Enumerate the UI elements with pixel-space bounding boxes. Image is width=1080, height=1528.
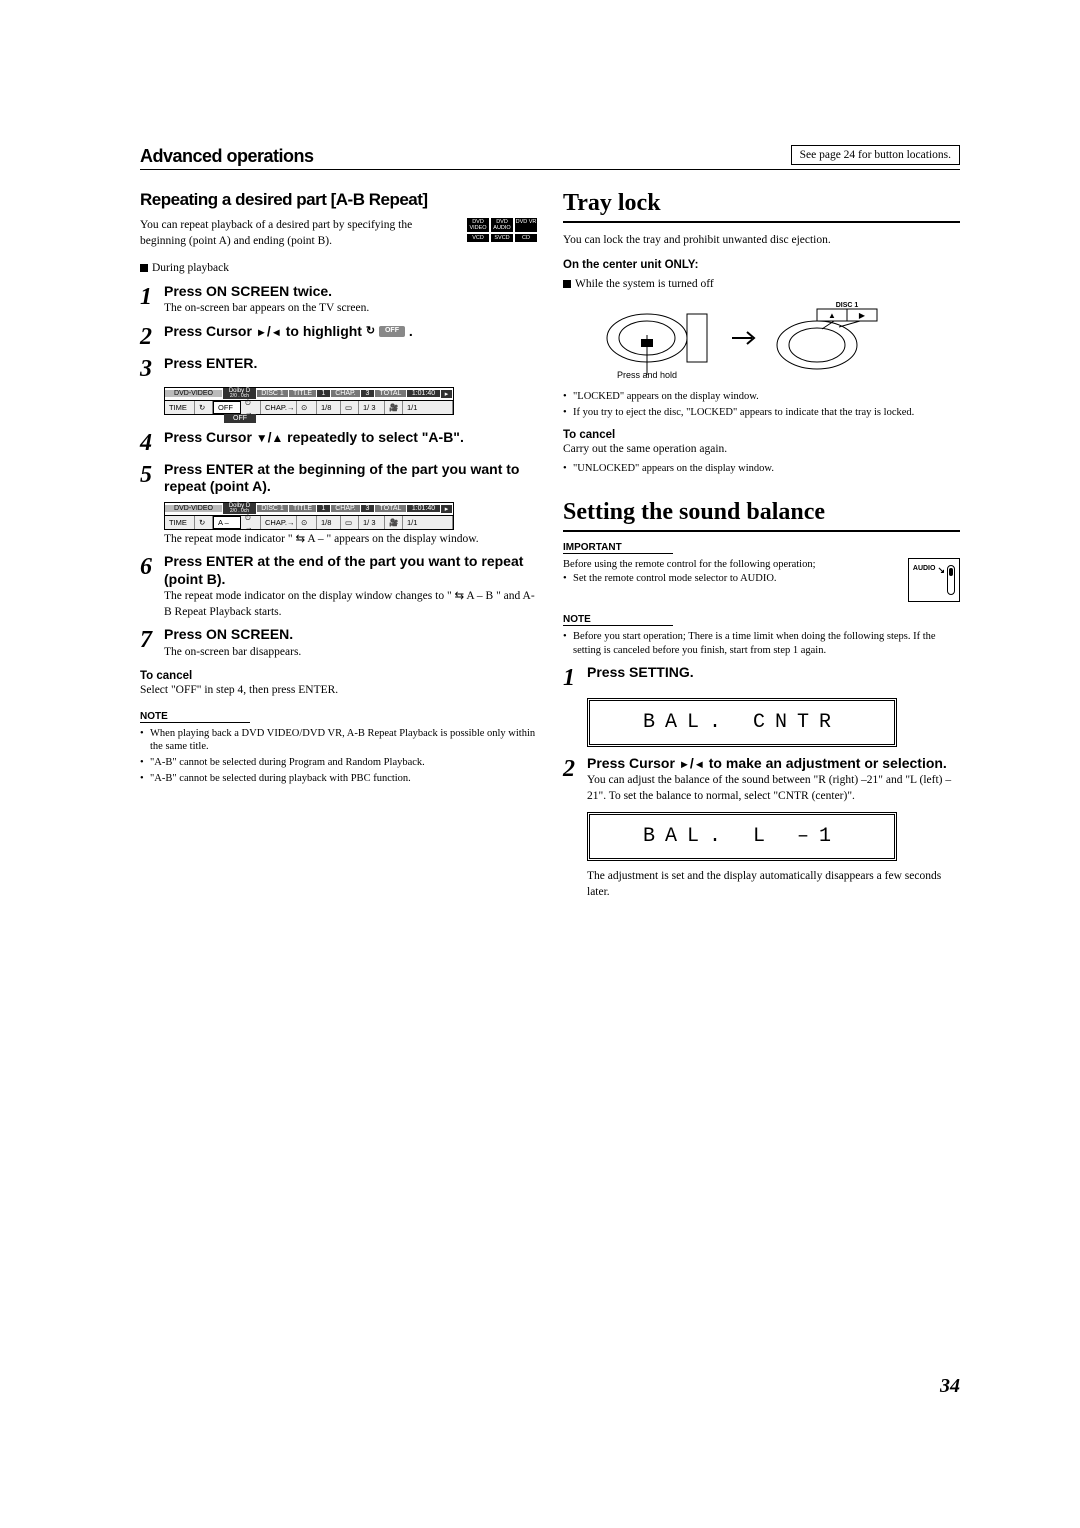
sound-step-1-head: Press SETTING. <box>587 664 960 682</box>
tray-cancel-heading: To cancel <box>563 429 960 441</box>
badge-dvd-video: DVD VIDEO <box>467 218 489 232</box>
step-7: 7 Press ON SCREEN. The on-screen bar dis… <box>140 626 537 660</box>
svg-text:Press and hold: Press and hold <box>616 370 676 380</box>
step-number: 5 <box>140 463 164 487</box>
note-list: When playing back a DVD VIDEO/DVD VR, A-… <box>140 727 537 786</box>
badge-svcd: SVCD <box>491 234 513 242</box>
sound-step-2: 2 Press Cursor / to make an adjustment o… <box>563 755 960 805</box>
ab-repeat-intro: You can repeat playback of a desired par… <box>140 218 459 249</box>
while-off: While the system is turned off <box>563 277 960 293</box>
step-number: 1 <box>140 285 164 309</box>
step-2: 2 Press Cursor / to highlight OFF . <box>140 323 537 349</box>
step-3: 3 Press ENTER. <box>140 355 537 381</box>
step-2-head: Press Cursor / to highlight OFF . <box>164 323 537 341</box>
sound-step-2-sub: You can adjust the balance of the sound … <box>587 773 960 804</box>
step-6: 6 Press ENTER at the end of the part you… <box>140 553 537 620</box>
left-column: Repeating a desired part [A-B Repeat] Yo… <box>140 190 537 900</box>
step-5: 5 Press ENTER at the beginning of the pa… <box>140 461 537 496</box>
important-bullet: Set the remote control mode selector to … <box>563 572 900 586</box>
tray-bullet: If you try to eject the disc, "LOCKED" a… <box>563 406 960 420</box>
svg-text:▲: ▲ <box>828 311 836 320</box>
audio-mode-switch: AUDIO↘ <box>908 558 960 602</box>
tray-lock-intro: You can lock the tray and prohibit unwan… <box>563 233 960 249</box>
lcd-display-1: BAL. CNTR <box>587 698 897 747</box>
svg-text:DISC 1: DISC 1 <box>835 302 858 309</box>
badge-cd: CD <box>515 234 537 242</box>
tray-lock-title: Tray lock <box>563 190 960 223</box>
badge-dvd-audio: DVD AUDIO <box>491 218 513 232</box>
note-item: When playing back a DVD VIDEO/DVD VR, A-… <box>140 727 537 754</box>
note-heading: NOTE <box>140 711 250 723</box>
step-1: 1 Press ON SCREEN twice. The on-screen b… <box>140 283 537 317</box>
unit-diagram: Press and hold DISC 1 ▲ ▶ <box>563 300 960 380</box>
step-3-head: Press ENTER. <box>164 355 537 373</box>
center-unit-only: On the center unit ONLY: <box>563 259 960 271</box>
important-text: Before using the remote control for the … <box>563 558 900 572</box>
svg-text:▶: ▶ <box>858 311 865 320</box>
step-4-head: Press Cursor / repeatedly to select "A-B… <box>164 429 537 447</box>
tray-bullet: "LOCKED" appears on the display window. <box>563 390 960 404</box>
step-number: 4 <box>140 431 164 455</box>
osd-bar-1: DVD-VIDEO Dolby D 2/0 . 0ch DISC 1 TITLE… <box>164 387 537 423</box>
step-5-head: Press ENTER at the beginning of the part… <box>164 461 537 496</box>
tray-cancel-text: Carry out the same operation again. <box>563 442 960 458</box>
step-number: 6 <box>140 555 164 579</box>
to-cancel-heading: To cancel <box>140 670 537 682</box>
tray-cancel-bullet: "UNLOCKED" appears on the display window… <box>563 462 960 476</box>
sound-step-2-head: Press Cursor / to make an adjustment or … <box>587 755 960 773</box>
lcd-display-2: BAL. L –1 <box>587 812 897 861</box>
page-header: Advanced operations See page 24 for butt… <box>140 145 960 170</box>
osd-bar-2: DVD-VIDEO Dolby D 2/0 . 0ch DISC 1 TITLE… <box>164 502 537 530</box>
tray-bullets: "LOCKED" appears on the display window. … <box>563 390 960 419</box>
step-number: 1 <box>563 666 587 690</box>
sound-note-list: Before you start operation; There is a t… <box>563 630 960 657</box>
step-number: 2 <box>563 757 587 781</box>
right-column: Tray lock You can lock the tray and proh… <box>563 190 960 900</box>
step-number: 7 <box>140 628 164 652</box>
see-page-reference: See page 24 for button locations. <box>791 145 960 165</box>
disc-badges: DVD VIDEO DVD AUDIO DVD VR VCD SVCD CD <box>467 218 537 242</box>
step-1-head: Press ON SCREEN twice. <box>164 283 537 301</box>
page-number: 34 <box>940 1375 960 1398</box>
sound-step-1: 1 Press SETTING. <box>563 664 960 690</box>
to-cancel-text: Select "OFF" in step 4, then press ENTER… <box>140 683 537 699</box>
sound-after-text: The adjustment is set and the display au… <box>587 869 960 900</box>
important-heading: IMPORTANT <box>563 542 673 554</box>
badge-dvd-vr: DVD VR <box>515 218 537 232</box>
step-number: 3 <box>140 357 164 381</box>
advanced-operations-label: Advanced operations <box>140 146 314 167</box>
note-item: "A-B" cannot be selected during Program … <box>140 756 537 770</box>
switch-icon <box>947 565 955 595</box>
badge-vcd: VCD <box>467 234 489 242</box>
during-playback: During playback <box>140 261 537 277</box>
step-1-sub: The on-screen bar appears on the TV scre… <box>164 301 537 317</box>
step-number: 2 <box>140 325 164 349</box>
note-item: "A-B" cannot be selected during playback… <box>140 772 537 786</box>
step-6-head: Press ENTER at the end of the part you w… <box>164 553 537 588</box>
step-5-sub: The repeat mode indicator " ⇆ A – " appe… <box>164 532 537 548</box>
ab-repeat-title: Repeating a desired part [A-B Repeat] <box>140 190 537 210</box>
sound-balance-title: Setting the sound balance <box>563 499 960 532</box>
sound-note-heading: NOTE <box>563 614 673 626</box>
step-6-sub: The repeat mode indicator on the display… <box>164 589 537 620</box>
step-7-head: Press ON SCREEN. <box>164 626 537 644</box>
step-4: 4 Press Cursor / repeatedly to select "A… <box>140 429 537 455</box>
step-7-sub: The on-screen bar disappears. <box>164 645 537 661</box>
